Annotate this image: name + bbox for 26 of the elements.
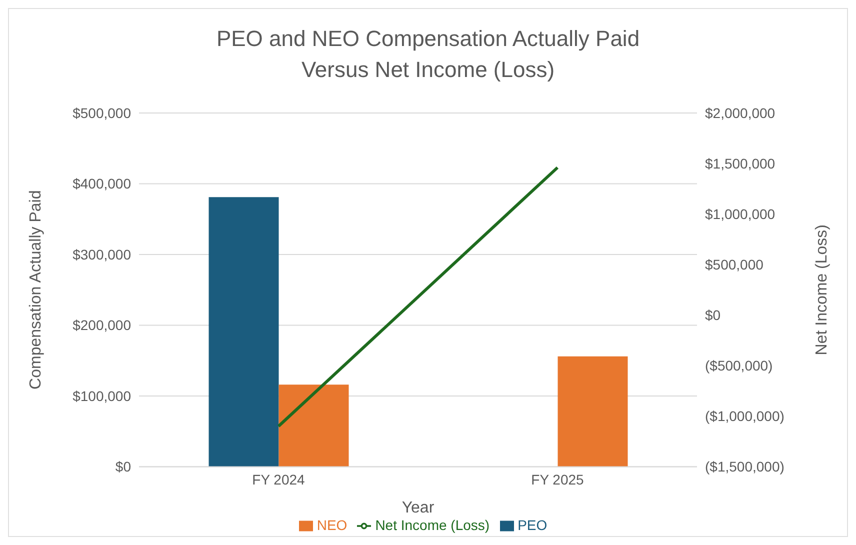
x-axis-title: Year — [402, 500, 435, 517]
bar — [278, 384, 349, 467]
legend-label: PEO — [518, 516, 548, 533]
y2-tick-label: $1,000,000 — [705, 206, 776, 222]
y2-tick-label: $1,500,000 — [705, 156, 776, 172]
y-tick-label: $200,000 — [72, 317, 132, 334]
bar — [558, 356, 628, 467]
y2-tick-label: $2,000,000 — [705, 104, 776, 121]
y2-tick-label: ($1,500,000) — [705, 458, 784, 475]
y-tick-label: $100,000 — [72, 388, 132, 404]
y2-tick-label: ($500,000) — [705, 358, 773, 374]
chart-title: PEO and NEO Compensation Actually Paid Versus Net Income (Loss) — [215, 25, 641, 84]
bar — [208, 197, 279, 467]
x-tick-label: FY 2025 — [531, 472, 584, 488]
y-tick-label: $500,000 — [72, 104, 132, 121]
y2-tick-label: $0 — [705, 307, 721, 324]
y-tick-label: $0 — [115, 458, 132, 475]
y2-tick-label: $500,000 — [705, 256, 764, 273]
y-tick-label: $400,000 — [72, 176, 132, 192]
y2-tick-label: ($1,000,000) — [705, 408, 784, 424]
y2-axis-title: Net Income (Loss) — [814, 224, 831, 356]
x-tick-label: FY 2024 — [252, 472, 306, 488]
y-axis-title: Compensation Actually Paid — [28, 190, 45, 390]
legend-label: Net Income (Loss) — [375, 516, 490, 533]
legend-label: NEO — [316, 516, 348, 533]
y-tick-label: $300,000 — [72, 246, 132, 262]
